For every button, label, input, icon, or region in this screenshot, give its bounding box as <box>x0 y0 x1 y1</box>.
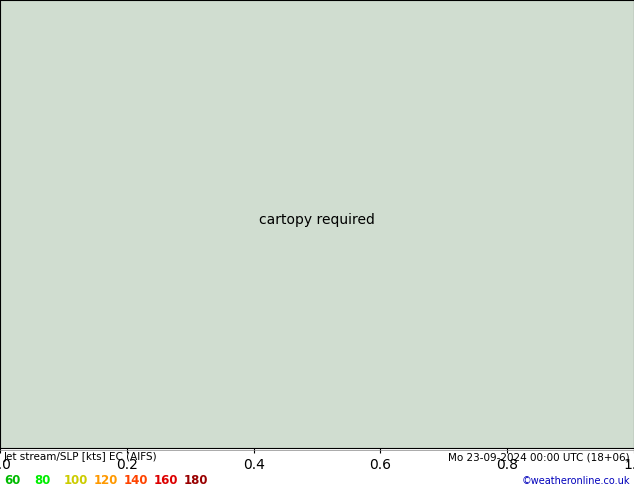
Text: ©weatheronline.co.uk: ©weatheronline.co.uk <box>522 476 630 486</box>
Text: 120: 120 <box>94 474 119 487</box>
Text: 160: 160 <box>154 474 179 487</box>
Text: 180: 180 <box>184 474 209 487</box>
Text: cartopy required: cartopy required <box>259 213 375 227</box>
Text: Jet stream/SLP [kts] EC (AIFS): Jet stream/SLP [kts] EC (AIFS) <box>4 452 158 463</box>
Text: Mo 23-09-2024 00:00 UTC (18+06): Mo 23-09-2024 00:00 UTC (18+06) <box>448 452 630 463</box>
Text: 60: 60 <box>4 474 20 487</box>
Text: 100: 100 <box>64 474 88 487</box>
Text: 80: 80 <box>34 474 50 487</box>
Text: 140: 140 <box>124 474 148 487</box>
